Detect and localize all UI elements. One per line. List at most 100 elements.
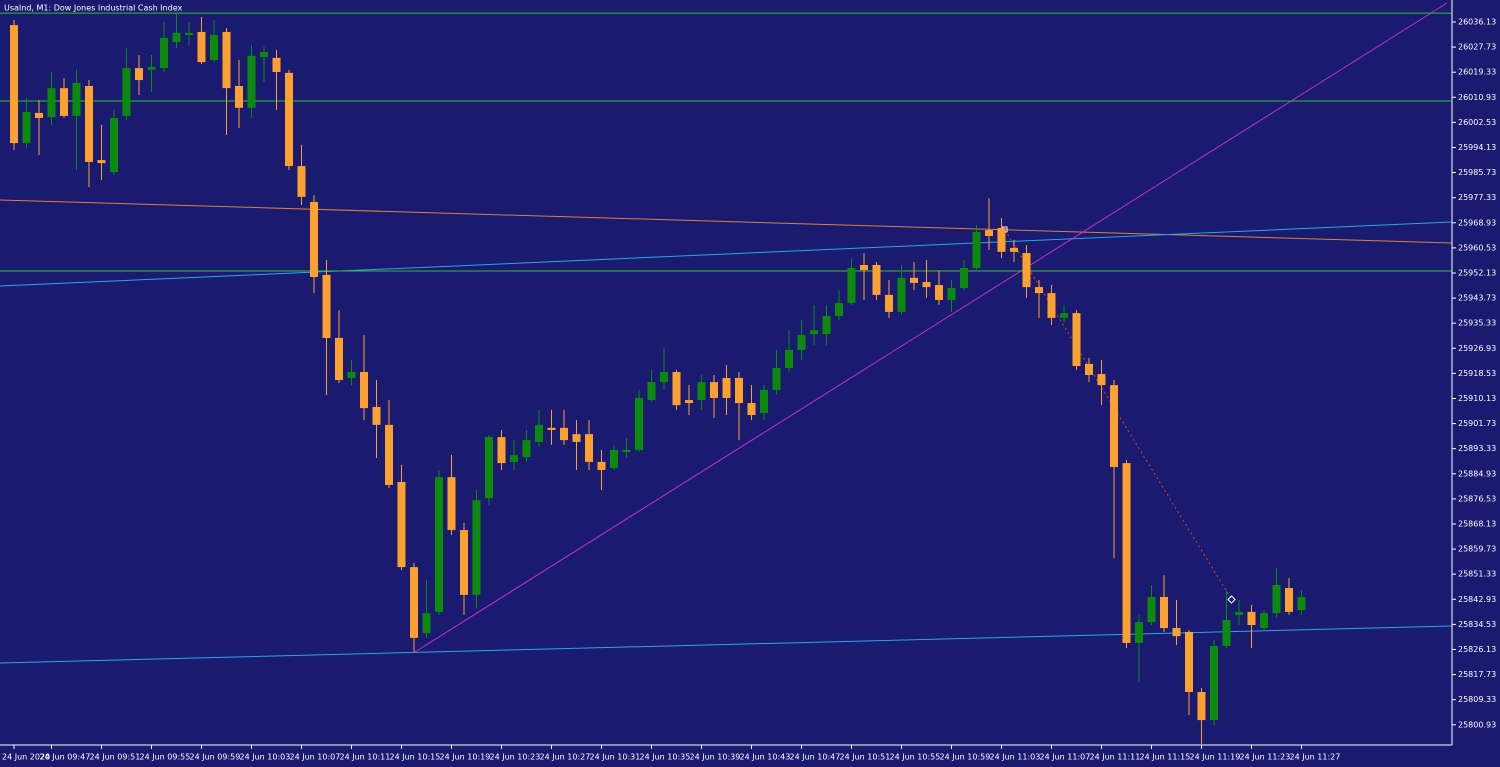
x-tick-label: 24 Jun 11:19 (1190, 753, 1241, 762)
candle-body (947, 288, 956, 300)
candle-body (622, 449, 631, 453)
candle-body (1210, 645, 1218, 721)
candle-body (810, 330, 818, 335)
candle-body (722, 377, 731, 398)
candle-body (1197, 691, 1206, 721)
candle-body (422, 613, 431, 634)
candle-body (1110, 385, 1118, 467)
y-tick-label: 25910.13 (1458, 394, 1496, 403)
candle-body (1272, 585, 1281, 614)
candle-body (572, 434, 581, 442)
candle-body (410, 567, 418, 638)
candle-body (772, 368, 781, 390)
candle-body (585, 434, 593, 462)
candle-body (1260, 613, 1268, 629)
candle-body (372, 406, 381, 425)
candle-body (1172, 628, 1181, 637)
candle-body (22, 112, 31, 144)
y-tick-label: 25977.33 (1458, 193, 1496, 202)
y-tick-label: 25994.13 (1458, 143, 1496, 152)
x-tick-label: 24 Jun 10:35 (640, 753, 691, 762)
candle-body (1285, 588, 1293, 612)
x-tick-label: 24 Jun 10:11 (340, 753, 391, 762)
candle-body (247, 55, 256, 108)
candle-body (747, 403, 756, 416)
chart-title: UsaInd, M1: Dow Jones Industrial Cash In… (4, 4, 182, 13)
plot-area (0, 2, 1453, 744)
candle-body (60, 88, 68, 116)
y-tick-label: 25842.93 (1458, 595, 1496, 604)
candle-body (260, 51, 268, 58)
y-tick-label: 26027.73 (1458, 43, 1496, 52)
x-tick-label: 24 Jun 10:03 (240, 753, 291, 762)
y-tick-label: 26010.93 (1458, 93, 1496, 102)
x-tick-label: 24 Jun 09:51 (90, 753, 141, 762)
candle-body (997, 227, 1006, 252)
candle-body (797, 334, 806, 350)
y-tick-label: 25968.93 (1458, 218, 1496, 227)
candle-body (460, 530, 468, 595)
candle-body (435, 477, 443, 612)
y-tick-label: 25817.73 (1458, 670, 1496, 679)
candle-body (47, 88, 56, 118)
trade-marker (1227, 595, 1236, 604)
candle-body (735, 377, 743, 404)
candle-body (310, 201, 318, 277)
y-tick-label: 25851.33 (1458, 570, 1496, 579)
candle-body (135, 68, 143, 81)
candle-body (660, 371, 668, 383)
candle-body (160, 37, 168, 69)
candle-body (1097, 374, 1106, 386)
candle-body (910, 277, 918, 283)
candle-body (1035, 287, 1043, 294)
candle-body (272, 57, 281, 72)
candle-body (560, 427, 568, 441)
candle-body (847, 267, 856, 303)
x-tick-label: 24 Jun 10:51 (840, 753, 891, 762)
candle-body (522, 440, 531, 458)
candle-body (210, 34, 218, 61)
candle-body (1072, 313, 1081, 367)
x-tick-label: 24 Jun 11:23 (1240, 753, 1291, 762)
trend-line (0, 625, 1453, 664)
candle-body (97, 160, 106, 164)
candle-body (10, 25, 18, 144)
candle-body (1185, 631, 1193, 692)
candle-body (872, 265, 881, 295)
x-tick-label: 24 Jun 09:47 (40, 753, 91, 762)
x-tick-label: 24 Jun 10:59 (940, 753, 991, 762)
x-tick-label: 24 Jun 10:23 (490, 753, 541, 762)
candle-body (860, 265, 868, 271)
y-tick-label: 25859.73 (1458, 545, 1496, 554)
x-tick-label: 24 Jun 10:47 (790, 753, 841, 762)
y-tick-label: 25926.93 (1458, 344, 1496, 353)
trend-line (0, 199, 1453, 244)
candle-body (1135, 622, 1143, 643)
y-tick-label: 26036.13 (1458, 17, 1496, 26)
candle-body (1222, 619, 1231, 646)
candle-body (385, 424, 393, 485)
y-tick-label: 25868.13 (1458, 519, 1496, 528)
candle-body (185, 32, 193, 35)
candle-body (710, 382, 718, 398)
candle-body (647, 382, 656, 401)
x-tick-label: 24 Jun 11:27 (1290, 753, 1341, 762)
candle-body (485, 437, 493, 499)
x-tick-label: 24 Jun 10:43 (740, 753, 791, 762)
x-tick-label: 24 Jun 10:15 (390, 753, 441, 762)
y-tick-label: 26019.33 (1458, 68, 1496, 77)
candle-body (472, 500, 481, 595)
y-tick-label: 25918.53 (1458, 369, 1496, 378)
candle-body (235, 86, 243, 108)
candle-body (1160, 596, 1168, 629)
x-tick-label: 24 Jun 10:55 (890, 753, 941, 762)
candle-body (447, 477, 456, 531)
candle-body (960, 267, 968, 289)
candle-body (972, 231, 981, 268)
candle-body (122, 68, 131, 116)
candle-body (535, 424, 543, 442)
candle-body (110, 117, 118, 173)
trend-line (414, 2, 1448, 653)
candle-body (335, 337, 343, 381)
